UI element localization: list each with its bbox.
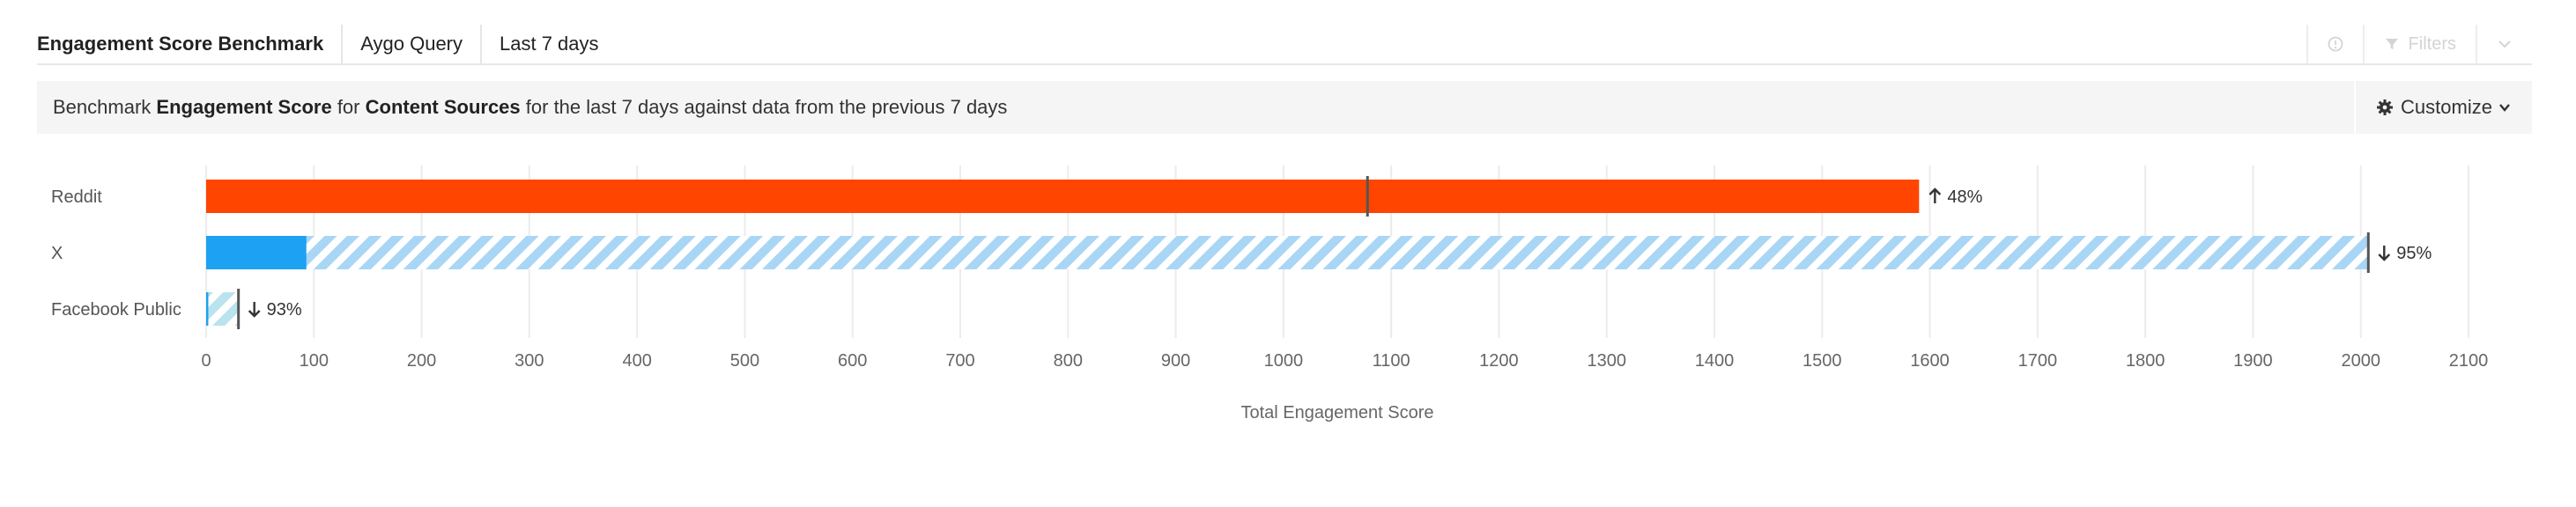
- gear-icon: [2377, 99, 2394, 115]
- x-tick-label: 300: [514, 351, 544, 371]
- x-tick-label: 600: [838, 351, 867, 371]
- x-tick-label: 2000: [2341, 351, 2380, 371]
- filters-label: Filters: [2408, 33, 2456, 54]
- current-bar: [206, 292, 209, 326]
- x-tick-label: 700: [945, 351, 974, 371]
- funnel-icon: [2385, 39, 2398, 49]
- x-tick-label: 1500: [1802, 351, 1842, 371]
- category-label: Reddit: [51, 187, 102, 207]
- previous-period-bar: [206, 236, 2369, 269]
- desc-for: for: [337, 96, 360, 118]
- x-tick-label: 1700: [2018, 351, 2058, 371]
- x-tick-label: 0: [201, 351, 211, 371]
- arrow-up-icon: [1928, 187, 1942, 203]
- info-circle-icon: [2328, 36, 2343, 52]
- desc-prefix: Benchmark: [53, 96, 152, 118]
- x-tick-label: 1200: [1479, 351, 1519, 371]
- x-tick-label: 1600: [1910, 351, 1950, 371]
- desc-metric: Engagement Score: [156, 96, 332, 118]
- x-tick-label: 100: [300, 351, 329, 371]
- report-title: Engagement Score Benchmark: [37, 25, 344, 63]
- delta-label: 93%: [267, 300, 302, 320]
- x-tick-label: 200: [407, 351, 436, 371]
- customize-label: Customize: [2401, 96, 2492, 118]
- x-tick-label: 1800: [2126, 351, 2165, 371]
- x-tick-label: 1000: [1264, 351, 1304, 371]
- x-tick-label: 1100: [1373, 351, 1410, 371]
- delta-label: 95%: [2396, 244, 2432, 263]
- current-bar: [206, 180, 1920, 213]
- current-bar: [206, 236, 307, 269]
- x-tick-label: 500: [730, 351, 759, 371]
- category-label: X: [51, 244, 63, 263]
- desc-dimension: Content Sources: [365, 96, 521, 118]
- arrow-down-icon: [248, 302, 261, 318]
- x-tick-label: 1400: [1695, 351, 1735, 371]
- delta-label: 48%: [1947, 187, 1982, 207]
- arrow-down-icon: [2378, 246, 2391, 261]
- labels: 0 100 200 300 400 500 600 700 800 900 1000 1100 1200…: [51, 187, 2488, 422]
- benchmark-description: Benchmark Engagement Score for Content S…: [37, 96, 1007, 119]
- benchmark-description-bar: Benchmark Engagement Score for Content S…: [37, 81, 2532, 134]
- chevron-down-icon: [2499, 104, 2510, 112]
- report-header: Engagement Score Benchmark Aygo Query La…: [37, 25, 2532, 65]
- header-actions: Filters: [2306, 25, 2532, 63]
- bars: [206, 176, 2370, 329]
- x-tick-label: 1300: [1587, 351, 1626, 371]
- collapse-button[interactable]: [2476, 25, 2532, 63]
- customize-button[interactable]: Customize: [2354, 81, 2532, 134]
- x-tick-label: 800: [1054, 351, 1083, 371]
- x-tick-label: 2100: [2449, 351, 2489, 371]
- x-tick-label: 1900: [2233, 351, 2273, 371]
- chevron-down-icon: [2498, 40, 2511, 48]
- category-label: Facebook Public: [51, 300, 181, 320]
- query-selector[interactable]: Aygo Query: [343, 25, 483, 63]
- x-tick-label: 900: [1161, 351, 1190, 371]
- x-tick-label: 400: [622, 351, 651, 371]
- x-axis-title: Total Engagement Score: [1240, 403, 1433, 422]
- filters-button[interactable]: Filters: [2362, 25, 2476, 63]
- previous-period-bar: [206, 292, 239, 326]
- desc-suffix: for the last 7 days against data from th…: [525, 96, 1008, 118]
- date-range-selector[interactable]: Last 7 days: [500, 33, 599, 55]
- info-button[interactable]: [2306, 25, 2363, 63]
